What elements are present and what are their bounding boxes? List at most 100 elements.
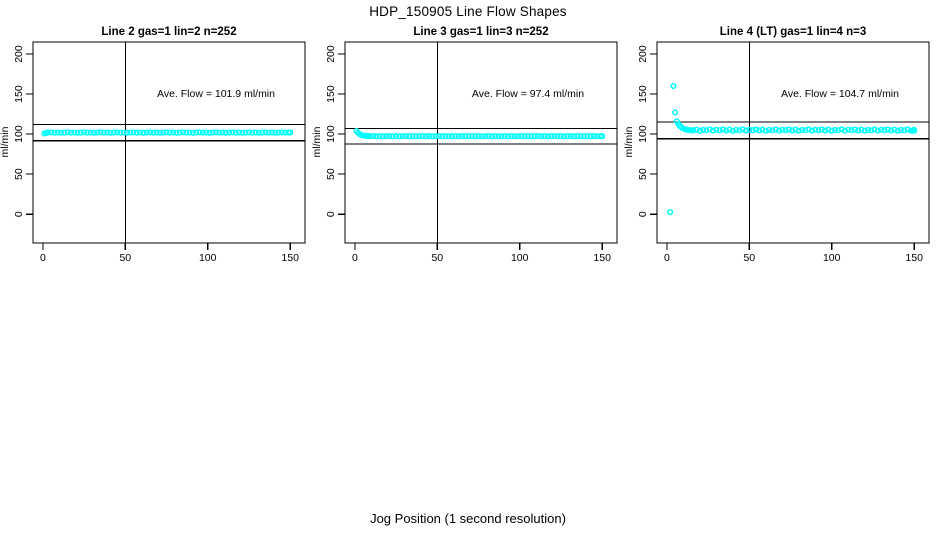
data-point xyxy=(851,126,858,133)
data-point xyxy=(100,129,107,136)
data-point xyxy=(84,129,91,136)
data-point xyxy=(818,126,825,133)
data-point xyxy=(396,133,403,140)
data-point xyxy=(186,129,193,136)
data-point xyxy=(458,133,466,140)
data-point xyxy=(752,126,759,133)
data-point xyxy=(696,127,703,134)
data-point xyxy=(107,129,114,136)
x-tick-label: 50 xyxy=(119,252,131,264)
x-axis-label: Jog Position (1 second resolution) xyxy=(370,511,566,526)
data-point xyxy=(376,133,383,140)
data-point xyxy=(864,126,872,133)
data-point xyxy=(693,126,700,133)
data-point xyxy=(762,127,769,134)
plot-box xyxy=(32,41,306,244)
data-point xyxy=(524,133,532,140)
panel-line-4: Line 4 (LT) gas=1 lin=4 n=3 Ave. Flow = … xyxy=(624,26,930,264)
data-point xyxy=(590,133,597,140)
y-tick-label: 200 xyxy=(325,45,337,63)
data-point xyxy=(74,129,81,136)
data-point xyxy=(789,127,796,134)
data-point xyxy=(551,132,558,140)
data-point xyxy=(189,129,196,136)
data-point xyxy=(272,129,279,136)
data-point xyxy=(485,132,492,140)
data-point xyxy=(229,129,236,136)
x-tick-label: 150 xyxy=(593,252,611,264)
data-point xyxy=(468,132,475,140)
data-point xyxy=(199,129,206,136)
data-point xyxy=(841,127,848,134)
data-point xyxy=(222,129,229,136)
data-point xyxy=(891,126,898,133)
y-axis-label: ml/min xyxy=(0,126,11,157)
data-point xyxy=(219,129,226,136)
data-point xyxy=(406,133,413,140)
data-point xyxy=(114,129,121,136)
data-point xyxy=(782,127,789,134)
data-point xyxy=(719,126,726,133)
data-point xyxy=(166,129,173,136)
data-point xyxy=(855,127,862,134)
data-point xyxy=(858,126,865,133)
data-point xyxy=(90,129,98,136)
data-point xyxy=(802,127,809,134)
data-point xyxy=(567,132,574,140)
panel-line-2: Line 2 gas=1 lin=2 n=252 Ave. Flow = 101… xyxy=(0,26,306,264)
data-point xyxy=(769,127,776,134)
y-tick-label: 0 xyxy=(325,211,337,217)
data-point xyxy=(746,126,753,133)
data-point xyxy=(239,129,246,136)
data-point xyxy=(170,129,177,136)
data-point xyxy=(176,129,183,136)
data-point xyxy=(723,127,730,134)
data-point xyxy=(94,129,101,136)
data-point xyxy=(61,129,68,136)
data-point xyxy=(901,127,908,134)
y-tick-label: 150 xyxy=(325,85,337,103)
data-point xyxy=(435,132,443,140)
data-point xyxy=(911,127,918,134)
data-point xyxy=(690,127,697,134)
data-point xyxy=(226,129,233,136)
data-point xyxy=(386,132,393,140)
data-point xyxy=(255,129,262,136)
data-point xyxy=(373,133,380,140)
data-point xyxy=(670,82,677,90)
data-point xyxy=(888,127,895,134)
data-point xyxy=(393,133,400,140)
data-point xyxy=(785,126,792,133)
data-point xyxy=(455,133,462,140)
y-tick-label: 0 xyxy=(13,211,25,217)
data-point xyxy=(402,132,410,140)
chart-main-title: HDP_150905 Line Flow Shapes xyxy=(369,4,567,19)
data-point xyxy=(57,129,65,136)
data-point xyxy=(508,133,515,140)
x-tick-label: 100 xyxy=(823,252,841,264)
ave-flow-annotation: Ave. Flow = 101.9 ml/min xyxy=(157,88,275,100)
x-tick-label: 50 xyxy=(743,252,755,264)
data-point xyxy=(173,129,180,136)
data-point xyxy=(236,129,243,136)
data-point xyxy=(828,127,835,134)
data-point xyxy=(140,129,147,136)
data-point xyxy=(110,129,117,136)
data-point xyxy=(156,129,163,136)
data-point xyxy=(825,126,832,133)
data-point xyxy=(587,133,594,140)
data-point xyxy=(206,129,213,136)
data-point xyxy=(703,127,710,134)
data-point xyxy=(584,132,591,140)
data-point xyxy=(874,127,881,134)
plot-box xyxy=(656,41,930,244)
data-point xyxy=(759,126,766,133)
data-point xyxy=(475,133,482,140)
data-point xyxy=(881,127,888,134)
data-point xyxy=(104,129,111,136)
y-axis-label: ml/min xyxy=(312,126,323,157)
data-point xyxy=(452,132,459,140)
panel-title: Line 2 gas=1 lin=2 n=252 xyxy=(101,26,236,38)
data-point xyxy=(742,127,750,134)
data-point xyxy=(117,129,124,136)
